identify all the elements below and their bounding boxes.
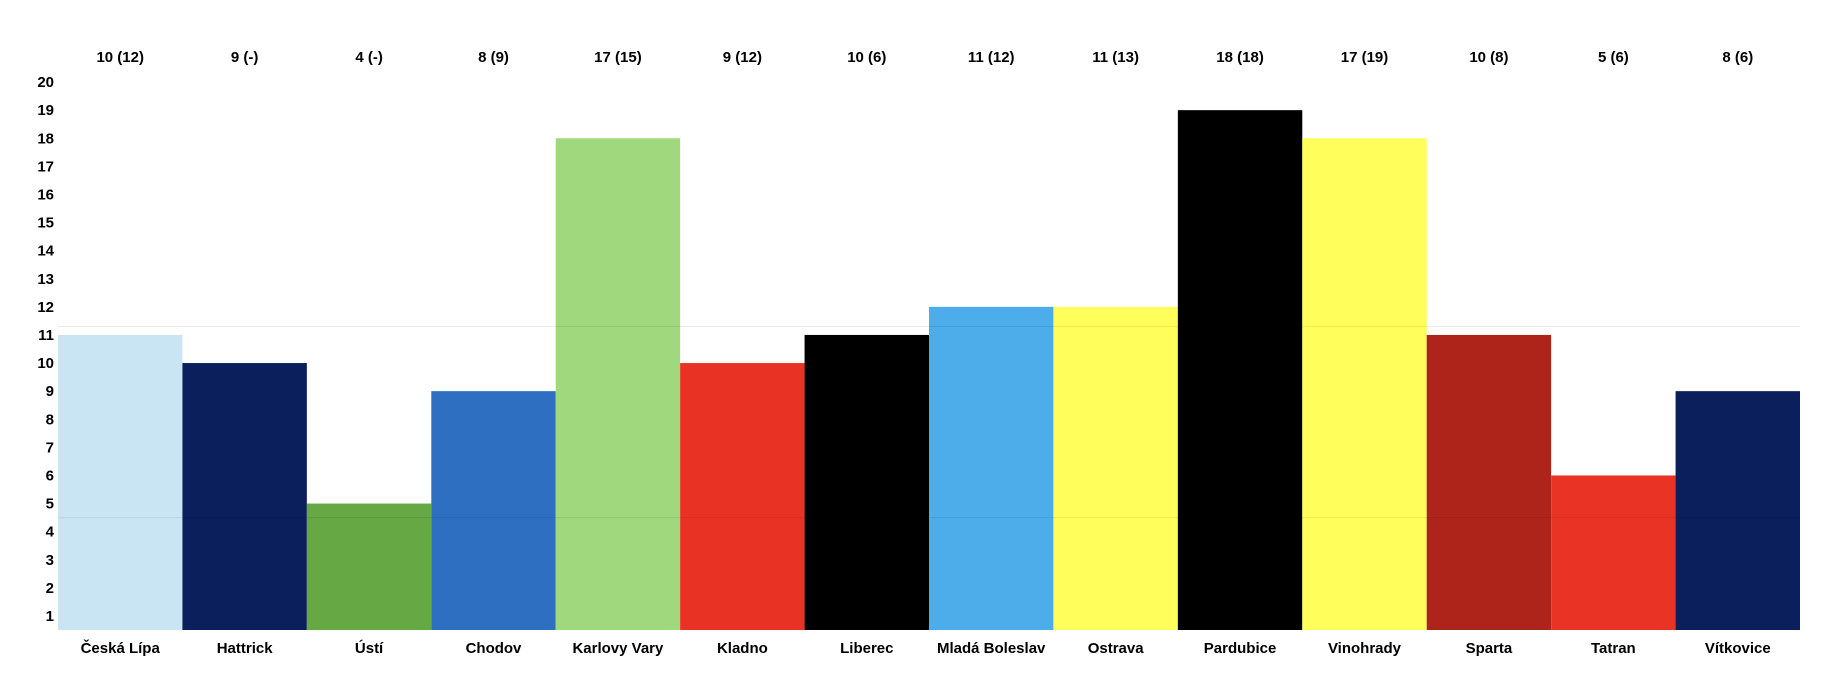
top-label: 17 (19)	[1341, 49, 1389, 66]
y-tick-label: 17	[37, 158, 54, 175]
y-tick-label: 12	[37, 299, 54, 316]
y-tick-label: 4	[46, 524, 55, 541]
y-tick-label: 14	[37, 243, 54, 260]
top-label: 17 (15)	[594, 49, 642, 66]
top-label: 5 (6)	[1598, 49, 1629, 66]
top-label: 11 (13)	[1092, 49, 1139, 66]
bar	[58, 334, 183, 630]
x-category-label: Tatran	[1591, 640, 1636, 657]
top-label: 4 (-)	[355, 49, 383, 66]
x-category-label: Ústí	[355, 639, 384, 657]
x-category-label: Vítkovice	[1705, 640, 1771, 657]
x-category-label: Pardubice	[1204, 640, 1277, 657]
y-tick-label: 10	[37, 355, 54, 372]
y-tick-label: 19	[37, 102, 54, 119]
x-axis-labels: Česká Lípa Hattrick Ústí Chodov Karlovy Vary…	[81, 639, 1771, 657]
x-category-label: Kladno	[717, 640, 768, 657]
bar	[804, 334, 929, 630]
bar	[1302, 138, 1427, 630]
top-label: 11 (12)	[968, 49, 1015, 66]
x-category-label: Chodov	[466, 640, 522, 657]
y-tick-label: 9	[46, 383, 54, 400]
bar	[929, 306, 1054, 630]
y-tick-label: 6	[46, 467, 54, 484]
bar	[182, 363, 307, 630]
x-category-label: Vinohrady	[1328, 640, 1402, 657]
y-tick-label: 2	[46, 580, 54, 597]
top-label: 8 (9)	[478, 49, 509, 66]
y-tick-label: 15	[37, 215, 54, 232]
bar	[1551, 475, 1676, 630]
y-tick-label: 13	[37, 271, 54, 288]
x-category-label: Hattrick	[217, 640, 274, 657]
y-tick-label: 3	[46, 552, 54, 569]
x-category-label: Liberec	[840, 640, 893, 657]
bar	[1177, 110, 1303, 630]
bar	[1053, 306, 1178, 630]
x-category-label: Karlovy Vary	[572, 640, 664, 657]
y-tick-label: 8	[46, 411, 54, 428]
bar	[431, 391, 556, 630]
x-category-label: Sparta	[1466, 640, 1513, 657]
top-label: 9 (12)	[723, 49, 762, 66]
y-tick-label: 16	[37, 186, 54, 203]
y-tick-label: 18	[37, 130, 54, 147]
bar	[1675, 391, 1800, 630]
y-tick-label: 1	[46, 608, 54, 625]
y-tick-label: 20	[37, 74, 54, 91]
bar	[1426, 334, 1552, 630]
top-label: 8 (6)	[1722, 49, 1753, 66]
x-category-label: Mladá Boleslav	[937, 640, 1046, 657]
bars-group	[58, 110, 1800, 630]
guide-lines	[58, 326, 1800, 519]
top-label: 10 (12)	[96, 49, 144, 66]
top-label: 9 (-)	[231, 49, 259, 66]
y-tick-label: 11	[38, 327, 54, 344]
top-label: 10 (8)	[1469, 49, 1508, 66]
y-tick-label: 5	[46, 496, 54, 513]
x-category-label: Ostrava	[1088, 640, 1145, 657]
top-label: 18 (18)	[1216, 49, 1264, 66]
bar	[306, 503, 432, 630]
top-labels-group: 10 (12) 9 (-) 4 (-) 8 (9) 17 (15) 9 (12) 10 (6…	[96, 49, 1753, 66]
x-category-label: Česká Lípa	[81, 639, 161, 657]
bar	[555, 138, 681, 630]
y-tick-label: 7	[46, 439, 54, 456]
top-label: 10 (6)	[847, 49, 886, 66]
bar	[680, 363, 805, 630]
